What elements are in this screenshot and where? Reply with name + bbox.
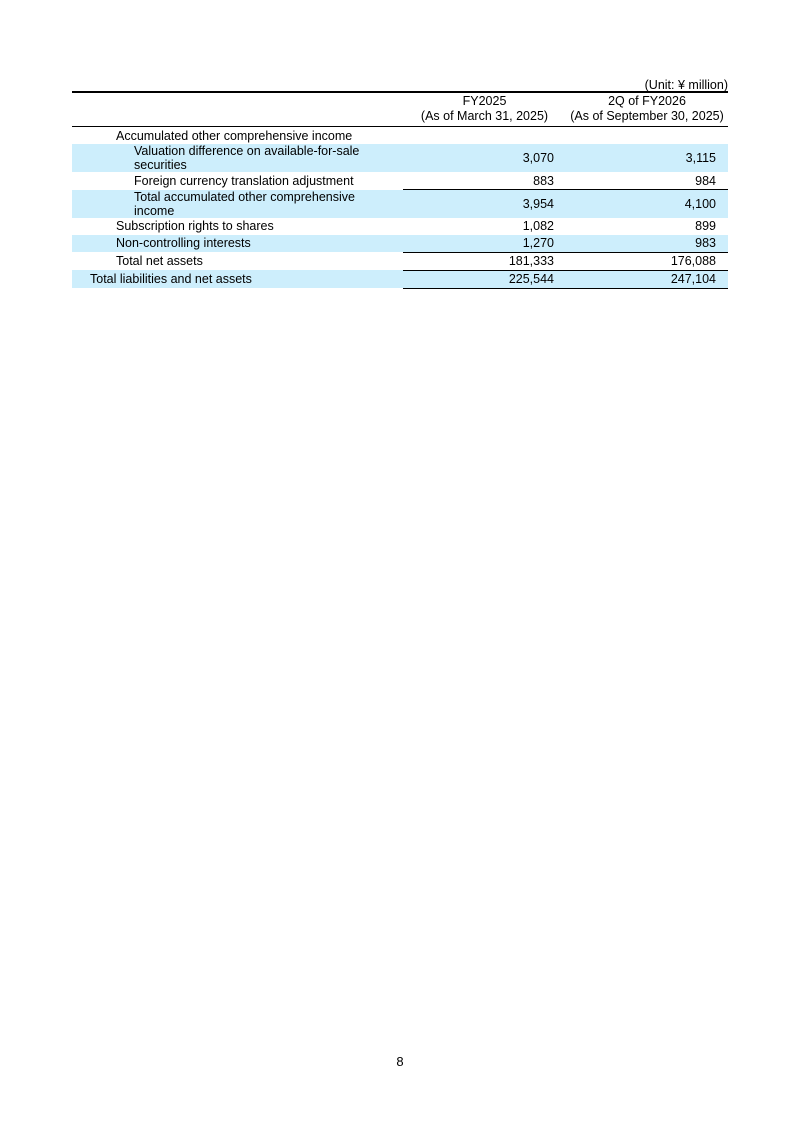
table-row: Non-controlling interests 1,270 983 xyxy=(72,234,728,253)
page-number: 8 xyxy=(396,1054,404,1069)
unit-label: (Unit: ¥ million) xyxy=(644,78,728,92)
table-row: Valuation difference on available-for-sa… xyxy=(72,144,728,172)
table-row: Subscription rights to shares 1,082 899 xyxy=(116,219,716,233)
header-row: FY2025 (As of March 31, 2025) 2Q of FY202… xyxy=(72,92,728,127)
table-row: Total accumulated other comprehensive in… xyxy=(72,189,728,218)
balance-sheet-table: FY2025 (As of March 31, 2025) 2Q of FY202… xyxy=(72,91,728,289)
column-header-fy2025: FY2025 (As of March 31, 2025) xyxy=(420,94,549,123)
table-row: Accumulated other comprehensive income xyxy=(116,128,353,143)
table-row: Total net assets 181,333 176,088 xyxy=(72,252,728,271)
table-row: Foreign currency translation adjustment 8… xyxy=(72,172,728,190)
column-header-2q-fy2026: 2Q of FY2026 (As of September 30, 2025) xyxy=(570,94,724,123)
table-row: Total liabilities and net assets 225,544 2… xyxy=(72,270,728,289)
